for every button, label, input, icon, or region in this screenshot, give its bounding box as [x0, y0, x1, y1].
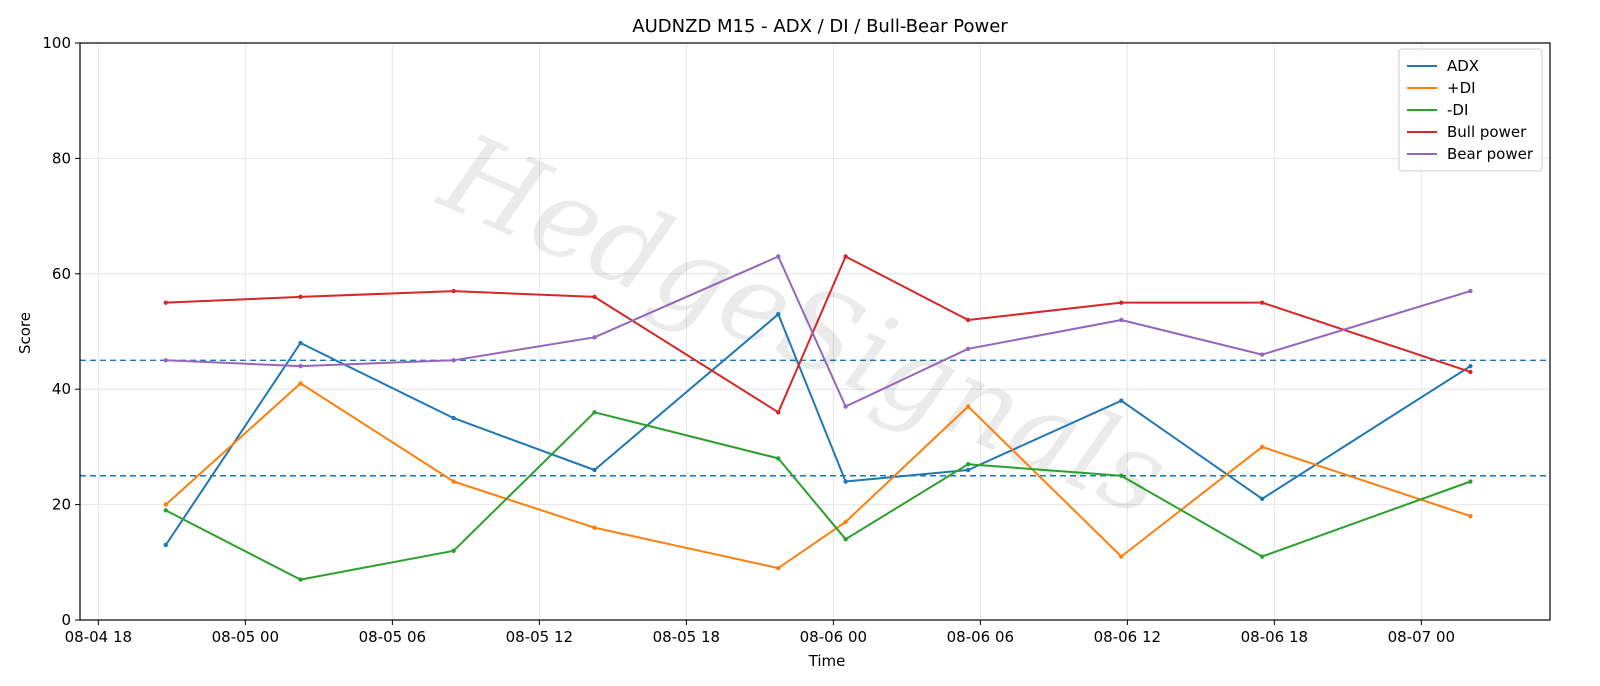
data-point-adx — [298, 340, 303, 346]
legend-label: +DI — [1447, 79, 1476, 97]
data-point-bear-power — [965, 346, 971, 352]
data-point-adx — [451, 415, 456, 421]
data-point-di — [1468, 479, 1473, 484]
data-point-di — [1259, 554, 1265, 559]
data-point-bear-power — [776, 254, 781, 259]
data-point-di — [843, 537, 848, 542]
x-axis-label: Time — [808, 652, 846, 670]
data-point-bull-power — [1468, 369, 1473, 375]
x-tick-label: 08-05 18 — [653, 628, 720, 646]
legend-box — [1398, 48, 1543, 172]
data-point-di — [1119, 473, 1124, 478]
data-point-adx — [1468, 363, 1473, 369]
data-point-di — [163, 502, 168, 507]
data-point-bull-power — [163, 300, 168, 305]
data-point-bull-power — [776, 410, 781, 415]
data-point-bear-power — [163, 358, 168, 363]
axes: 0 20 40 60 80 100 08-04 18 08-05 00 08-05 06 08-0… — [42, 34, 1551, 646]
y-tick-label: 40 — [52, 380, 71, 398]
data-point-bear-power — [1119, 317, 1124, 323]
data-point-bull-power — [298, 294, 303, 300]
data-point-adx — [843, 479, 848, 484]
y-tick-label: 100 — [42, 34, 71, 52]
x-tick-label: 08-06 18 — [1241, 628, 1308, 646]
data-point-bear-power — [451, 358, 456, 363]
data-point-bear-power — [1468, 288, 1473, 294]
data-point-bull-power — [592, 294, 597, 300]
x-tick-label: 08-05 00 — [212, 628, 279, 646]
y-tick-label: 60 — [52, 265, 71, 283]
y-tick-label: 20 — [52, 496, 71, 514]
series-line-bull-power — [165, 255, 1471, 414]
data-point-di — [776, 565, 781, 571]
reference-lines — [80, 359, 1550, 477]
data-point-bull-power — [451, 288, 456, 294]
data-point-di — [1119, 554, 1124, 559]
x-tick-label: 08-06 06 — [947, 628, 1014, 646]
data-point-bull-power — [843, 254, 848, 259]
data-point-di — [965, 462, 971, 467]
y-tick-label: 80 — [52, 149, 71, 167]
series-line-adx — [164, 313, 1471, 546]
plot-frame — [79, 42, 1551, 621]
legend: ADX +DI -DI Bull power Bear power — [1398, 48, 1543, 172]
data-point-di — [298, 577, 303, 582]
data-point-bear-power — [843, 404, 848, 409]
x-tick-label: 08-07 00 — [1388, 628, 1455, 646]
data-point-adx — [163, 542, 168, 548]
x-tick-label: 08-06 12 — [1094, 628, 1161, 646]
data-point-di — [298, 381, 303, 386]
data-point-di — [451, 479, 456, 484]
data-point-adx — [1259, 496, 1265, 502]
data-point-di — [451, 548, 456, 553]
y-tick-label: 0 — [61, 611, 71, 629]
legend-label: -DI — [1447, 101, 1468, 119]
x-tick-label: 08-05 06 — [359, 628, 426, 646]
data-point-adx — [1119, 398, 1124, 403]
series-lines — [163, 254, 1473, 582]
data-point-di — [776, 456, 781, 461]
data-point-bull-power — [1119, 300, 1124, 305]
series-line-di — [165, 411, 1471, 581]
x-tick-label: 08-06 00 — [800, 628, 867, 646]
chart-title: AUDNZD M15 - ADX / DI / Bull-Bear Power — [632, 16, 1008, 37]
y-axis-label: Score — [16, 312, 34, 354]
data-point-di — [1259, 444, 1265, 450]
data-point-bear-power — [1259, 352, 1265, 357]
data-point-bear-power — [298, 363, 303, 369]
legend-label: Bull power — [1447, 123, 1527, 141]
data-point-adx — [776, 311, 781, 317]
x-tick-label: 08-04 18 — [65, 628, 132, 646]
series-line-di — [165, 382, 1471, 570]
data-point-di — [592, 525, 597, 530]
series-line-bear-power — [165, 255, 1471, 408]
grid — [80, 42, 1550, 621]
data-point-bull-power — [965, 317, 971, 323]
data-point-adx — [965, 467, 971, 473]
data-point-di — [965, 404, 971, 409]
data-point-di — [592, 410, 597, 415]
data-point-di — [843, 519, 848, 525]
data-point-di — [1468, 513, 1473, 519]
data-point-bear-power — [592, 335, 597, 340]
x-tick-label: 08-05 12 — [506, 628, 573, 646]
legend-label: Bear power — [1447, 145, 1534, 163]
data-point-bull-power — [1259, 300, 1265, 305]
data-point-adx — [592, 467, 597, 473]
data-point-di — [163, 508, 168, 513]
legend-label: ADX — [1447, 57, 1479, 75]
